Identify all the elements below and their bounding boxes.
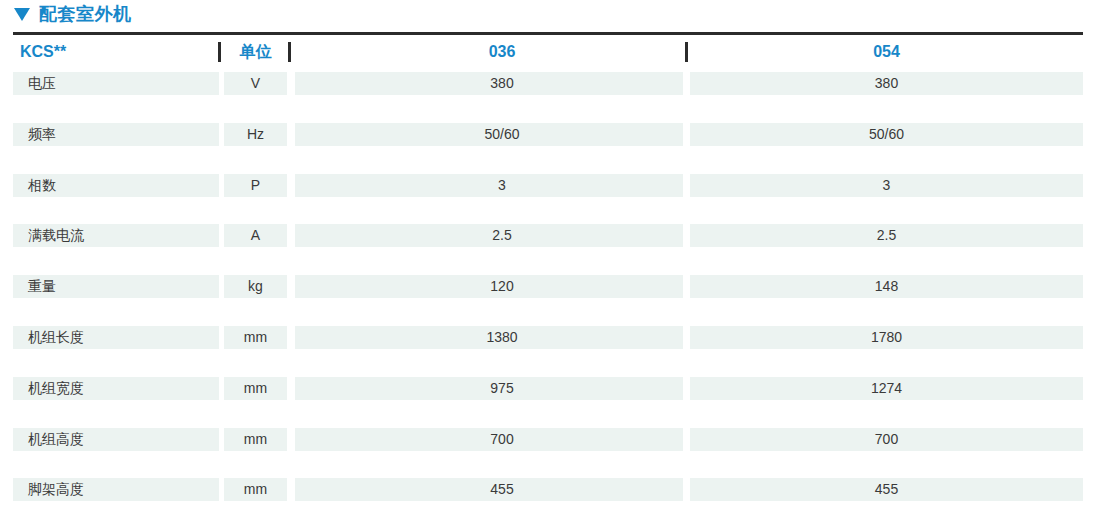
- header-divider-icon: [218, 42, 221, 62]
- table-row: 相数 P 3 3: [0, 174, 1095, 197]
- row-label-cell: 电压: [13, 72, 219, 95]
- model-column-header-054: 054: [690, 39, 1083, 65]
- row-label-cell: 机组长度: [13, 326, 219, 349]
- table-row: 机组高度 mm 700 700: [0, 428, 1095, 451]
- row-unit-cell: A: [224, 224, 287, 247]
- row-value-cell-054: 50/60: [690, 123, 1083, 146]
- spec-rows: 电压 V 380 380 频率 Hz 50/60 50/60 相数 P 3 3 …: [0, 72, 1095, 501]
- row-unit-cell: mm: [224, 377, 287, 400]
- row-unit-cell: mm: [224, 478, 287, 501]
- row-value-cell-054: 455: [690, 478, 1083, 501]
- row-value-cell-036: 700: [295, 428, 683, 451]
- row-value-cell-036: 120: [295, 275, 683, 298]
- row-label-cell: 脚架高度: [13, 478, 219, 501]
- row-unit-cell: Hz: [224, 123, 287, 146]
- spec-sheet-page: 配套室外机 KCS** 单位 036 054 电压 V 380 380 频率 H…: [0, 0, 1095, 507]
- row-value-cell-054: 1274: [690, 377, 1083, 400]
- row-unit-cell: mm: [224, 326, 287, 349]
- row-value-cell-054: 1780: [690, 326, 1083, 349]
- row-label-cell: 满载电流: [13, 224, 219, 247]
- row-value-cell-036: 2.5: [295, 224, 683, 247]
- triangle-down-icon: [14, 8, 30, 21]
- table-header-row: KCS** 单位 036 054: [0, 39, 1095, 65]
- table-top-rule: [13, 32, 1083, 35]
- row-value-cell-036: 455: [295, 478, 683, 501]
- row-value-cell-054: 380: [690, 72, 1083, 95]
- table-row: 满载电流 A 2.5 2.5: [0, 224, 1095, 247]
- row-value-cell-036: 50/60: [295, 123, 683, 146]
- row-unit-cell: V: [224, 72, 287, 95]
- row-value-cell-054: 3: [690, 174, 1083, 197]
- model-series-header: KCS**: [20, 39, 66, 65]
- table-row: 机组长度 mm 1380 1780: [0, 326, 1095, 349]
- model-column-header-036: 036: [295, 39, 683, 65]
- row-label-cell: 相数: [13, 174, 219, 197]
- row-unit-cell: kg: [224, 275, 287, 298]
- section-title: 配套室外机: [14, 2, 132, 26]
- row-label-cell: 机组宽度: [13, 377, 219, 400]
- row-value-cell-036: 380: [295, 72, 683, 95]
- row-value-cell-036: 1380: [295, 326, 683, 349]
- row-unit-cell: mm: [224, 428, 287, 451]
- header-divider-icon: [685, 42, 688, 62]
- row-label-cell: 机组高度: [13, 428, 219, 451]
- table-row: 脚架高度 mm 455 455: [0, 478, 1095, 501]
- row-value-cell-036: 975: [295, 377, 683, 400]
- row-unit-cell: P: [224, 174, 287, 197]
- table-row: 重量 kg 120 148: [0, 275, 1095, 298]
- row-value-cell-054: 2.5: [690, 224, 1083, 247]
- unit-column-header: 单位: [224, 39, 287, 65]
- table-row: 机组宽度 mm 975 1274: [0, 377, 1095, 400]
- row-value-cell-054: 700: [690, 428, 1083, 451]
- row-label-cell: 重量: [13, 275, 219, 298]
- table-row: 频率 Hz 50/60 50/60: [0, 123, 1095, 146]
- row-value-cell-036: 3: [295, 174, 683, 197]
- table-row: 电压 V 380 380: [0, 72, 1095, 95]
- header-divider-icon: [288, 42, 291, 62]
- row-value-cell-054: 148: [690, 275, 1083, 298]
- section-title-text: 配套室外机: [39, 2, 132, 26]
- row-label-cell: 频率: [13, 123, 219, 146]
